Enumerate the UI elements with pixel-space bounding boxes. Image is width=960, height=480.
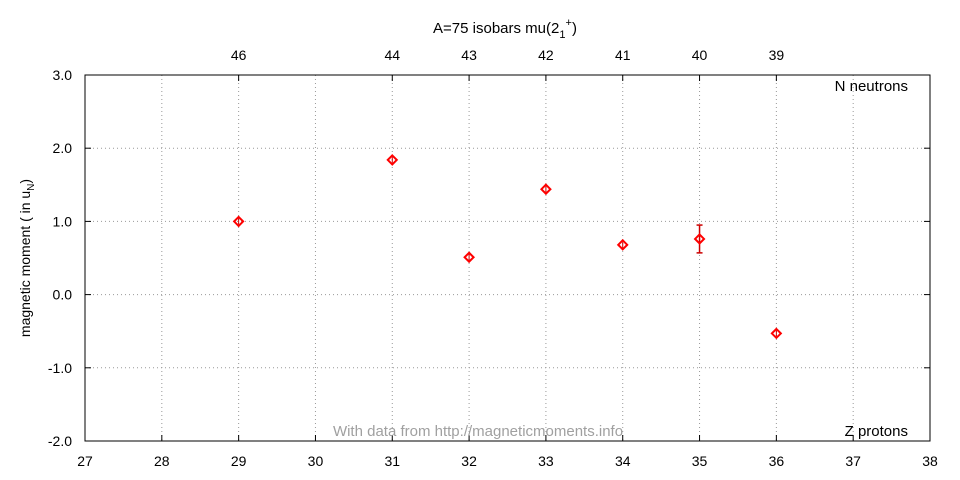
x-tick-label: 38 [922,453,938,469]
x-tick-label: 31 [384,453,400,469]
chart-title: A=75 isobars mu(21+) [433,17,577,41]
data-point [693,233,706,245]
neutrons-axis-label: N neutrons [835,78,908,95]
top-tick-label: 43 [461,47,477,63]
protons-axis-label: Z protons [845,423,908,440]
y-tick-label: 1.0 [53,213,73,229]
data-point [386,153,399,166]
data-point [463,251,476,264]
y-tick-label: 2.0 [53,140,73,156]
top-tick-label: 42 [538,47,554,63]
y-tick-label: -1.0 [48,360,72,376]
x-tick-label: 27 [77,453,93,469]
plot-frame [84,74,931,442]
x-tick-label: 36 [769,453,785,469]
x-tick-label: 30 [308,453,324,469]
x-tick-label: 35 [692,453,708,469]
top-tick-label: 44 [384,47,400,63]
x-tick-label: 34 [615,453,631,469]
x-tick-label: 37 [845,453,861,469]
watermark: With data from http://magneticmoments.in… [333,423,623,440]
x-tick-label: 28 [154,453,170,469]
top-tick-label: 39 [769,47,785,63]
top-tick-label: 40 [692,47,708,63]
y-tick-label: -2.0 [48,433,72,449]
y-tick-label: 0.0 [53,287,73,303]
data-point [770,327,783,340]
x-tick-label: 33 [538,453,554,469]
y-axis-label: magnetic moment ( in uN) [17,179,37,337]
x-tick-label: 32 [461,453,477,469]
data-points [232,153,783,340]
data-point [232,215,245,228]
grid [85,75,930,441]
x-tick-label: 29 [231,453,247,469]
data-point [539,183,552,196]
top-tick-label: 46 [231,47,247,63]
axis-ticks: 27 28 29 30 31 32 33 34 35 36 37 38 -2.0 -1.0 0.0 1.0 2.… [48,47,938,469]
y-tick-label: 3.0 [53,67,73,83]
top-tick-label: 41 [615,47,631,63]
data-point [616,238,629,251]
